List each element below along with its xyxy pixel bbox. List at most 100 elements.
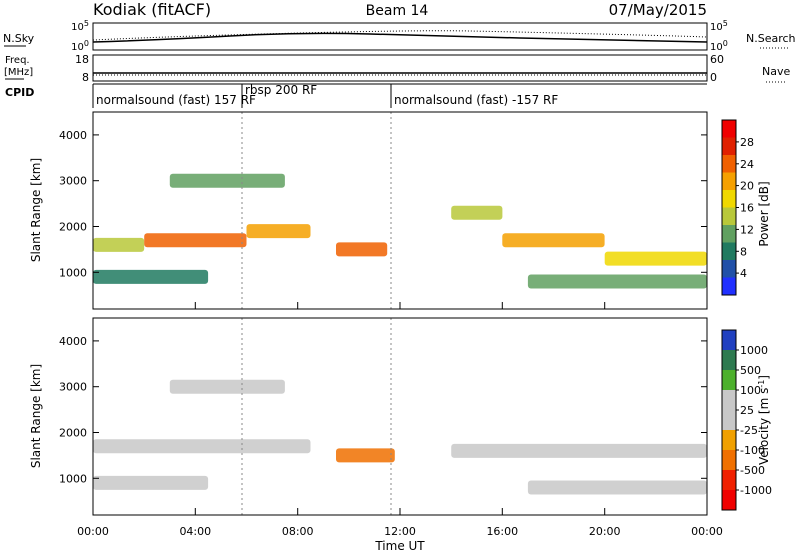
power-echo-bands [93, 173, 707, 289]
colorbar-segment [722, 390, 736, 411]
colorbar-segment [722, 137, 736, 156]
cpid-segment-1: normalsound (fast) 157 RF [96, 93, 256, 107]
y-tick-label: 2000 [59, 427, 87, 440]
echo-band [527, 480, 707, 495]
cpid-label: CPID [5, 86, 34, 99]
cpid-panel: normalsound (fast) 157 RF rbsp 200 RF no… [92, 83, 707, 108]
colorbar-segment [722, 225, 736, 243]
colorbar-segment [722, 470, 736, 491]
x-tick-label: 00:00 [77, 525, 109, 538]
freq-unit-label: [MHz] [4, 67, 33, 78]
power-y-ticks: 1000 2000 3000 4000 [59, 129, 707, 279]
x-tick-label: 16:00 [486, 525, 518, 538]
colorbar-segment [722, 490, 736, 511]
colorbar-tick-label: -100 [740, 444, 765, 457]
power-colorbar-label: Power [dB] [757, 181, 771, 246]
echo-band [527, 274, 707, 289]
echo-band [93, 237, 145, 252]
colorbar-segment [722, 120, 736, 138]
colorbar-segment [722, 430, 736, 451]
nsky-label: N.Sky [3, 32, 35, 45]
power-panel: 1000 2000 3000 4000 Slant Range [km] [29, 111, 708, 310]
colorbar-segment [722, 410, 736, 431]
colorbar-tick-label: 8 [740, 245, 747, 258]
y-tick-label: 2000 [59, 221, 87, 234]
echo-band [169, 173, 285, 188]
colorbar-tick-label: 500 [740, 364, 761, 377]
beam-label: Beam 14 [366, 3, 429, 19]
colorbar-tick-label: -25 [740, 424, 758, 437]
colorbar-segment [722, 350, 736, 371]
freq-left-tick-top: 18 [75, 53, 89, 66]
colorbar-segment [722, 172, 736, 191]
freq-left-tick-bottom: 8 [82, 71, 89, 84]
echo-band [93, 269, 209, 284]
nave-label: Nave [762, 65, 790, 78]
echo-band [169, 379, 285, 394]
colorbar-segment [722, 155, 736, 173]
noise-panel: 105 100 105 100 [71, 19, 728, 53]
velocity-x-ticks: 00:00 04:00 08:00 12:00 16:00 20:00 00:00 [77, 302, 723, 538]
colorbar-segment [722, 207, 736, 226]
noise-right-tick-top: 105 [710, 19, 728, 33]
y-tick-label: 1000 [59, 472, 87, 485]
colorbar-tick-label: 24 [740, 158, 754, 171]
echo-band [336, 448, 395, 463]
colorbar-tick-label: 25 [740, 404, 754, 417]
noise-left-tick-bottom: 100 [71, 39, 89, 53]
y-tick-label: 1000 [59, 266, 87, 279]
colorbar-tick-label: 28 [740, 136, 754, 149]
noise-left-tick-top: 105 [71, 19, 89, 33]
time-axis-label: Time UT [374, 539, 425, 553]
velocity-colorbar-label: Velocity [m s-1] [757, 375, 771, 465]
velocity-y-ticks: 1000 2000 3000 4000 [59, 335, 707, 485]
velocity-colorbar: 1000 500 100 25 -25 -100 -500 -1000 [721, 329, 772, 511]
colorbar-frame [721, 329, 737, 511]
freq-label: Freq. [5, 55, 30, 66]
colorbar-tick-label: -500 [740, 464, 765, 477]
echo-band [144, 233, 247, 248]
x-tick-label: 20:00 [589, 525, 621, 538]
freq-right-tick-bottom: 0 [710, 71, 717, 84]
echo-band [451, 205, 503, 220]
nsky-trace [92, 32, 708, 43]
nsearch-trace [92, 30, 708, 41]
echo-band [246, 224, 311, 239]
x-tick-label: 12:00 [384, 525, 416, 538]
x-tick-label: 00:00 [691, 525, 723, 538]
colorbar-segment [722, 242, 736, 261]
x-tick-label: 08:00 [282, 525, 314, 538]
noise-right-tick-bottom: 100 [710, 39, 728, 53]
velocity-y-axis-label: Slant Range [km] [29, 364, 43, 468]
colorbar-tick-label: 16 [740, 202, 754, 215]
y-tick-label: 3000 [59, 175, 87, 188]
echo-band [336, 242, 388, 257]
noise-frame [92, 22, 708, 51]
x-tick-label: 04:00 [179, 525, 211, 538]
cpid-segment-3: normalsound (fast) -157 RF [394, 93, 558, 107]
colorbar-tick-label: -1000 [740, 484, 772, 497]
freq-frame [92, 54, 708, 82]
freq-right-tick-top: 60 [710, 53, 724, 66]
power-y-axis-label: Slant Range [km] [29, 158, 43, 262]
colorbar-tick-label: 12 [740, 223, 754, 236]
echo-band [604, 251, 707, 266]
velocity-echo-bands [93, 379, 707, 495]
colorbar-tick-label: 100 [740, 384, 761, 397]
cpid-segment-2: rbsp 200 RF [245, 83, 317, 97]
velocity-panel: 1000 2000 3000 4000 00:00 04:00 08:00 12:00 16:… [29, 302, 723, 553]
colorbar-segment [722, 330, 736, 351]
date-label: 07/May/2015 [609, 1, 707, 19]
colorbar-tick-label: 1000 [740, 344, 768, 357]
colorbar-tick-label: 4 [740, 267, 747, 280]
colorbar-segment [722, 370, 736, 391]
y-tick-label: 3000 [59, 381, 87, 394]
echo-band [93, 439, 311, 454]
y-tick-label: 4000 [59, 335, 87, 348]
power-colorbar: 28 24 20 16 12 8 4 [721, 119, 754, 296]
colorbar-tick-label: 20 [740, 180, 754, 193]
echo-band [502, 233, 605, 248]
echo-band [93, 475, 209, 490]
station-title: Kodiak (fitACF) [93, 0, 211, 19]
